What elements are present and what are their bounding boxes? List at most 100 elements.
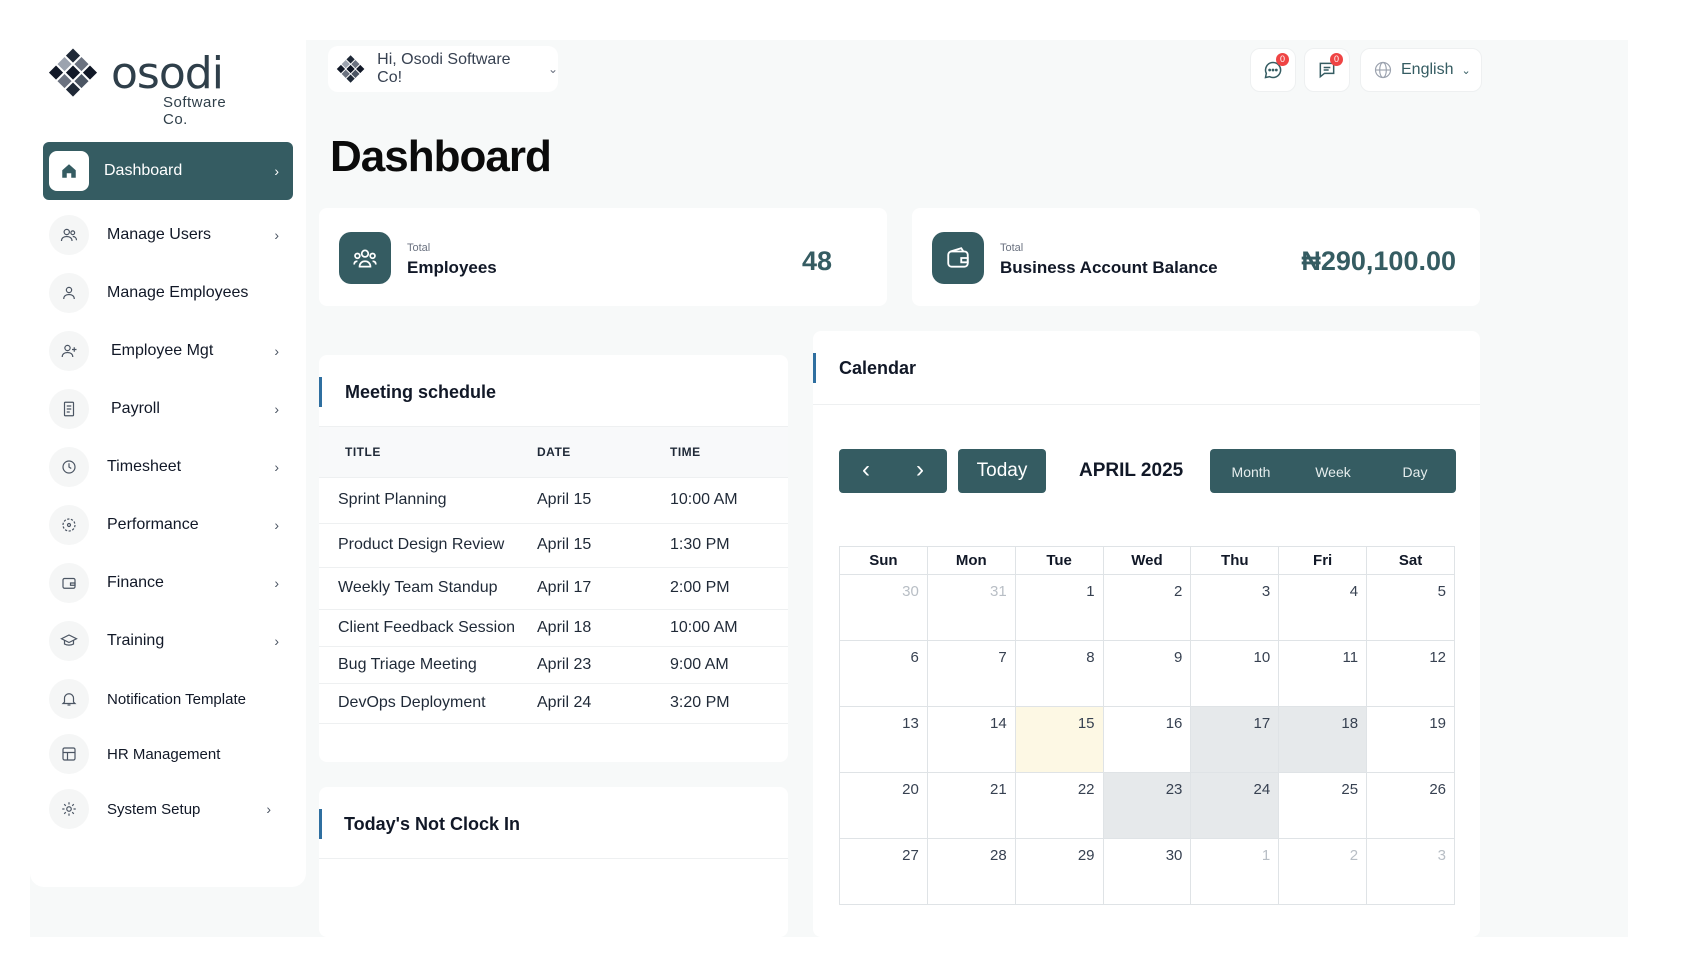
gear-icon (49, 789, 89, 829)
brand-subtitle: Software Co. (163, 94, 227, 128)
sidebar-item-system-setup[interactable]: System Setup › (43, 780, 293, 838)
calendar-day-cell[interactable]: 20 (839, 772, 928, 839)
table-row[interactable]: Bug Triage Meeting April 23 9:00 AM (319, 646, 788, 684)
card-title: Meeting schedule (345, 382, 497, 402)
employees-stat-card[interactable]: Total Employees 48 (319, 208, 887, 306)
chevron-right-icon: › (274, 343, 279, 359)
calendar-day-cell[interactable]: 1 (1014, 574, 1104, 641)
avatar (336, 55, 365, 83)
calendar-nav-group: ‹ › (839, 449, 947, 493)
sidebar-nav: Dashboard › Manage Users › Manage Employ… (30, 142, 306, 838)
view-week-button[interactable]: Week (1315, 464, 1351, 480)
meeting-time: 10:00 AM (670, 477, 788, 524)
meeting-table: TITLE DATE TIME Sprint Planning April 15… (319, 427, 788, 724)
weekday-header-row: Sun Mon Tue Wed Thu Fri Sat (839, 546, 1455, 575)
language-label: English (1401, 61, 1454, 78)
calendar-day-cell[interactable]: 28 (926, 838, 1016, 905)
calendar-day-cell[interactable]: 2 (1102, 574, 1192, 641)
brand-logo[interactable]: osodi Software Co. (43, 44, 243, 128)
sidebar-item-hr-management[interactable]: HR Management (43, 728, 293, 780)
calendar-day-cell[interactable]: 22 (1014, 772, 1104, 839)
calendar-day-cell[interactable]: 25 (1278, 772, 1368, 839)
sidebar-item-label: Performance (107, 516, 199, 533)
today-button[interactable]: Today (958, 449, 1046, 493)
calendar-day-cell[interactable]: 6 (839, 640, 928, 707)
stat-label: Business Account Balance (1000, 258, 1218, 277)
table-row[interactable]: Weekly Team Standup April 17 2:00 PM (319, 567, 788, 610)
calendar-day-cell[interactable]: 18 (1278, 706, 1368, 773)
calendar-day-cell[interactable]: 11 (1278, 640, 1368, 707)
table-row[interactable]: Product Design Review April 15 1:30 PM (319, 523, 788, 568)
table-row[interactable]: Client Feedback Session April 18 10:00 A… (319, 609, 788, 647)
calendar-day-cell[interactable]: 23 (1102, 772, 1192, 839)
table-row[interactable]: Sprint Planning April 15 10:00 AM (319, 477, 788, 524)
calendar-day-cell[interactable]: 17 (1190, 706, 1280, 773)
account-menu-button[interactable]: Hi, Osodi Software Co! ⌄ (328, 46, 558, 92)
calendar-day-cell[interactable]: 9 (1102, 640, 1192, 707)
chevron-right-icon[interactable]: › (916, 456, 924, 483)
sidebar-item-employee-mgt[interactable]: Employee Mgt › (43, 322, 293, 380)
sidebar-item-notification-template[interactable]: Notification Template (43, 670, 293, 728)
calendar-day-cell[interactable]: 31 (926, 574, 1016, 641)
card-title: Today's Not Clock In (344, 814, 520, 834)
sidebar-item-manage-users[interactable]: Manage Users › (43, 206, 293, 264)
view-month-button[interactable]: Month (1231, 464, 1271, 480)
balance-stat-card[interactable]: Total Business Account Balance ₦290,100.… (912, 208, 1480, 306)
brand-name: osodi (111, 48, 224, 99)
receipt-icon (49, 389, 89, 429)
calendar-day-cell[interactable]: 12 (1366, 640, 1455, 707)
calendar-day-cell[interactable]: 26 (1366, 772, 1455, 839)
stat-value: 48 (801, 246, 832, 276)
weekday-header: Thu (1190, 546, 1280, 575)
sidebar-item-finance[interactable]: Finance › (43, 554, 293, 612)
meeting-time: 9:00 AM (670, 646, 788, 684)
sidebar: osodi Software Co. Dashboard › Manage Us… (30, 40, 306, 887)
calendar-day-cell[interactable]: 8 (1014, 640, 1104, 707)
sidebar-item-timesheet[interactable]: Timesheet › (43, 438, 293, 496)
calendar-day-cell[interactable]: 3 (1190, 574, 1280, 641)
meeting-title: Sprint Planning (319, 477, 537, 524)
calendar-day-cell[interactable]: 19 (1366, 706, 1455, 773)
sidebar-item-payroll[interactable]: Payroll › (43, 380, 293, 438)
calendar-day-cell[interactable]: 29 (1014, 838, 1104, 905)
calendar-day-cell[interactable]: 14 (926, 706, 1016, 773)
weekday-header: Sun (839, 546, 928, 575)
sidebar-item-dashboard[interactable]: Dashboard › (43, 142, 293, 200)
calendar-day-cell[interactable]: 3 (1366, 838, 1455, 905)
meeting-time: 2:00 PM (670, 567, 788, 610)
chevron-left-icon[interactable]: ‹ (862, 456, 870, 483)
calendar-day-cell[interactable]: 27 (839, 838, 928, 905)
calendar-day-cell[interactable]: 24 (1190, 772, 1280, 839)
calendar-day-cell[interactable]: 2 (1278, 838, 1368, 905)
calendar-day-cell[interactable]: 5 (1366, 574, 1455, 641)
calendar-day-cell[interactable]: 21 (926, 772, 1016, 839)
calendar-day-cell[interactable]: 4 (1278, 574, 1368, 641)
stat-value: ₦290,100.00 (1301, 246, 1456, 276)
calendar-day-cell[interactable]: 30 (1102, 838, 1192, 905)
language-select[interactable]: English ⌄ (1360, 48, 1482, 92)
chevron-right-icon: › (274, 401, 279, 417)
view-day-button[interactable]: Day (1402, 464, 1428, 480)
calendar-day-cell[interactable]: 15 (1014, 706, 1104, 773)
notification-badge: 0 (1276, 53, 1289, 66)
sidebar-item-label: Training (107, 632, 165, 649)
meeting-title: Client Feedback Session (319, 609, 537, 647)
sidebar-item-manage-employees[interactable]: Manage Employees (43, 264, 293, 322)
table-row[interactable]: DevOps Deployment April 24 3:20 PM (319, 683, 788, 724)
meeting-title: Weekly Team Standup (319, 567, 537, 610)
chat-button[interactable]: 0 (1250, 48, 1296, 92)
calendar-day-cell[interactable]: 1 (1190, 838, 1280, 905)
messages-button[interactable]: 0 (1304, 48, 1350, 92)
stat-caption: Total (1000, 242, 1024, 254)
calendar-day-cell[interactable]: 10 (1190, 640, 1280, 707)
sidebar-item-training[interactable]: Training › (43, 612, 293, 670)
sidebar-item-performance[interactable]: Performance › (43, 496, 293, 554)
calendar-toolbar: ‹ › Today APRIL 2025 Month Week Day (839, 449, 1456, 493)
sidebar-item-label: HR Management (107, 745, 221, 763)
calendar-day-cell[interactable]: 7 (926, 640, 1016, 707)
sidebar-item-label: Dashboard (104, 162, 183, 179)
calendar-day-cell[interactable]: 13 (839, 706, 928, 773)
calendar-day-cell[interactable]: 16 (1102, 706, 1192, 773)
chevron-right-icon: › (274, 633, 279, 649)
calendar-day-cell[interactable]: 30 (839, 574, 928, 641)
